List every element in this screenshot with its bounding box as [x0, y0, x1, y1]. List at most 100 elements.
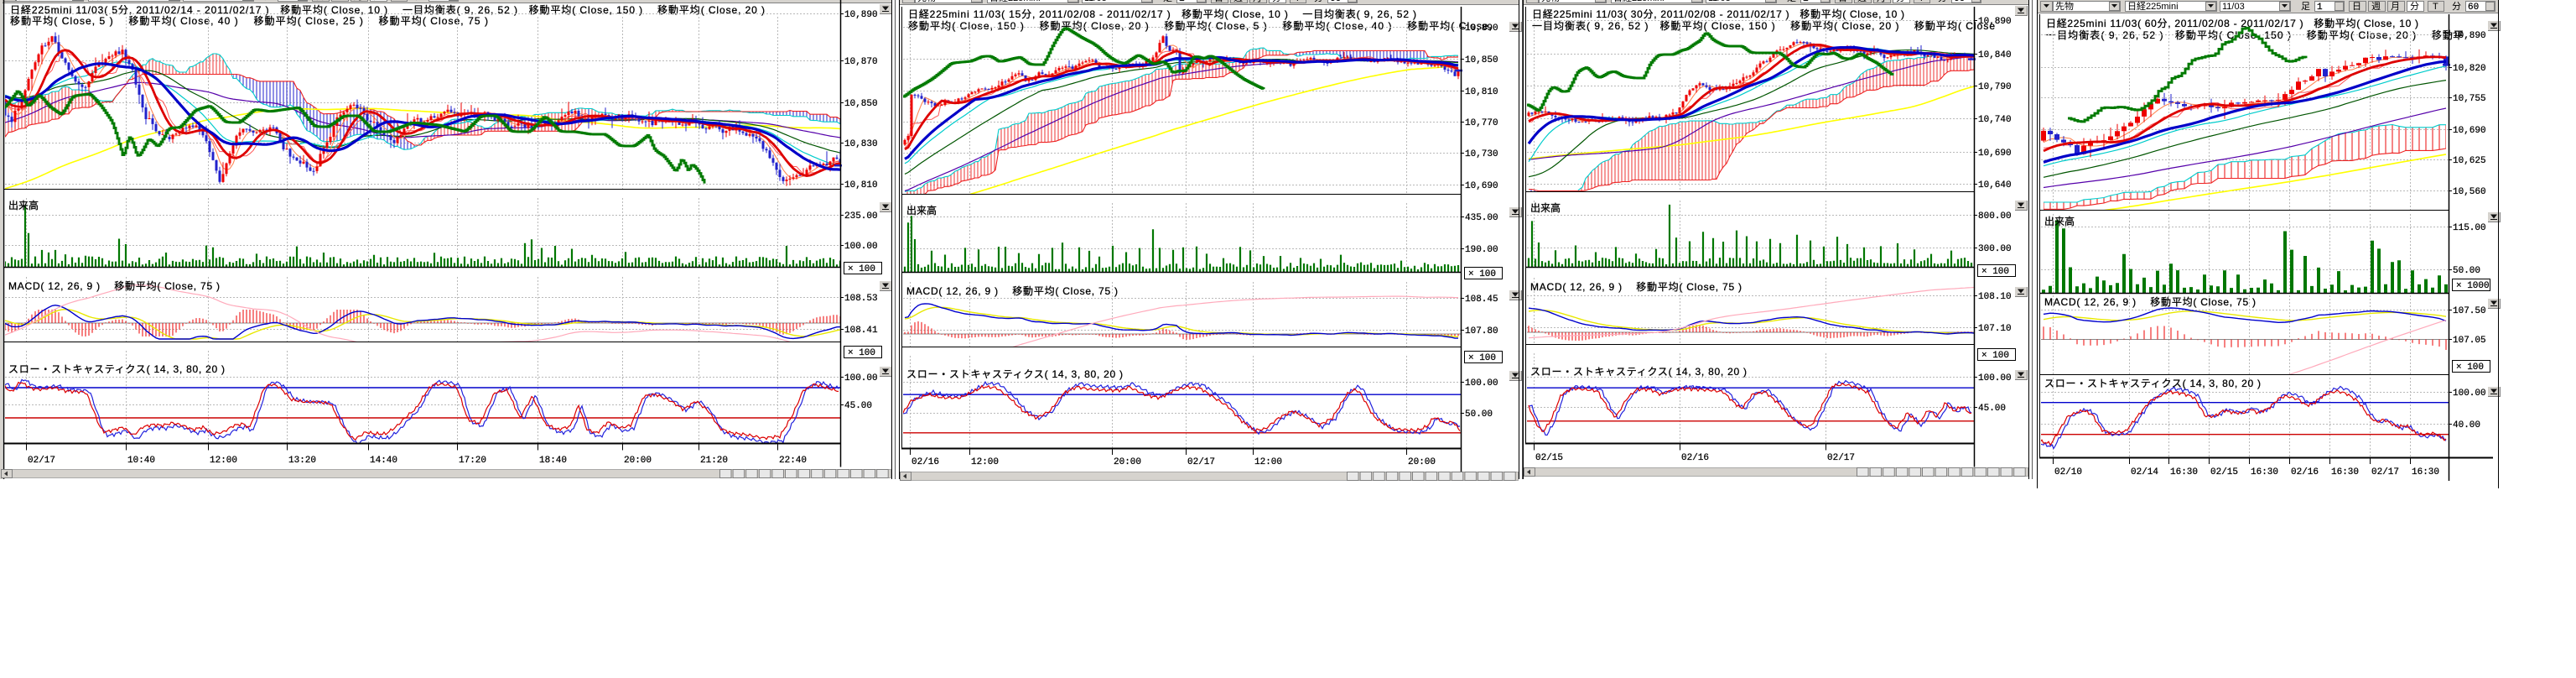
svg-text:× 100: × 100	[1468, 353, 1496, 363]
svg-text:02/17: 02/17	[2371, 467, 2399, 477]
svg-text:10,755: 10,755	[2453, 94, 2486, 104]
svg-text:190.00: 190.00	[1465, 245, 1498, 255]
svg-text:107.05: 107.05	[2453, 336, 2486, 346]
svg-text:40.00: 40.00	[2453, 420, 2480, 430]
svg-text:11/03: 11/03	[1084, 0, 1107, 3]
svg-text:107.10: 107.10	[1978, 324, 2012, 334]
svg-text:日経225mini: 日経225mini	[91, 0, 142, 2]
svg-text:出来高: 出来高	[2044, 215, 2075, 227]
svg-text:16:30: 16:30	[2331, 467, 2359, 477]
svg-text:100.00: 100.00	[1465, 378, 1498, 389]
svg-text:45.00: 45.00	[1978, 404, 2006, 414]
svg-text:60: 60	[1330, 0, 1341, 4]
svg-text:14:40: 14:40	[370, 456, 397, 466]
svg-text:× 100: × 100	[848, 264, 875, 274]
svg-text:分: 分	[1314, 0, 1323, 3]
svg-text:先物: 先物	[18, 0, 37, 2]
svg-text:× 100: × 100	[1468, 269, 1496, 279]
svg-text:T: T	[1295, 0, 1301, 3]
svg-text:100.00: 100.00	[2453, 389, 2486, 399]
svg-text:10,850: 10,850	[844, 99, 878, 109]
svg-text:日: 日	[1214, 0, 1223, 3]
svg-text:107.80: 107.80	[1465, 326, 1498, 336]
svg-text:12:00: 12:00	[1254, 457, 1282, 467]
svg-text:先物: 先物	[1541, 0, 1560, 3]
svg-text:MACD( 12, 26, 9 ) 移動平均( Clo: MACD( 12, 26, 9 ) 移動平均( Close, 75 )	[8, 280, 220, 292]
svg-text:10,690: 10,690	[1978, 149, 2012, 159]
svg-text:108.45: 108.45	[1465, 295, 1498, 305]
svg-text:分: 分	[1272, 0, 1281, 3]
svg-text:10,740: 10,740	[1978, 115, 2012, 125]
svg-text:10,770: 10,770	[1465, 118, 1498, 128]
svg-text:一目均衡表( 9, 26, 52 ) 移動平均( Clo: 一目均衡表( 9, 26, 52 ) 移動平均( Close, 150 ) 移動…	[1532, 20, 1995, 32]
svg-text:100.00: 100.00	[844, 373, 878, 383]
svg-text:13:20: 13:20	[288, 456, 316, 466]
svg-text:10,810: 10,810	[1465, 87, 1498, 97]
svg-text:× 100: × 100	[1981, 351, 2009, 361]
svg-text:スロー・ストキャスティクス( 14, 3, 80, 20 ): スロー・ストキャスティクス( 14, 3, 80, 20 )	[1530, 366, 1747, 378]
svg-text:出来高: 出来高	[8, 199, 39, 211]
svg-text:100.00: 100.00	[1978, 373, 2012, 383]
svg-text:足: 足	[1163, 0, 1172, 3]
svg-text:週: 週	[1857, 0, 1867, 3]
svg-text:02/16: 02/16	[2291, 467, 2319, 477]
svg-text:11/03: 11/03	[1708, 0, 1731, 3]
svg-text:45.00: 45.00	[844, 401, 872, 411]
svg-text:10,810: 10,810	[844, 180, 878, 190]
svg-text:100.00: 100.00	[844, 242, 878, 252]
svg-text:分: 分	[2452, 1, 2461, 12]
svg-text:22:40: 22:40	[779, 456, 807, 466]
svg-text:60: 60	[1954, 0, 1965, 4]
svg-text:10,830: 10,830	[844, 139, 878, 149]
svg-text:235.00: 235.00	[844, 211, 878, 222]
svg-text:435.00: 435.00	[1465, 213, 1498, 223]
svg-text:T: T	[1919, 0, 1924, 3]
svg-text:108.10: 108.10	[1978, 292, 2012, 302]
svg-text:スロー・ストキャスティクス( 14, 3, 80, 20 ): スロー・ストキャスティクス( 14, 3, 80, 20 )	[8, 363, 225, 375]
svg-text:20:00: 20:00	[1408, 457, 1436, 467]
svg-text:108.53: 108.53	[844, 294, 878, 304]
svg-text:週: 週	[335, 0, 344, 2]
svg-text:日経225mini 11/03( 5分, 2011/02/1: 日経225mini 11/03( 5分, 2011/02/14 - 2011/0…	[10, 4, 765, 16]
svg-text:11/03: 11/03	[2222, 2, 2245, 12]
svg-text:300.00: 300.00	[1978, 244, 2012, 254]
svg-text:10,640: 10,640	[1978, 180, 2012, 190]
svg-text:MACD( 12, 26, 9 ) 移動平均( Clo: MACD( 12, 26, 9 ) 移動平均( Close, 75 )	[1530, 281, 1742, 293]
svg-text:日経225mini: 日経225mini	[989, 0, 1041, 3]
svg-text:10,820: 10,820	[2453, 64, 2486, 74]
svg-text:× 100: × 100	[1981, 267, 2009, 277]
svg-text:10,840: 10,840	[1978, 50, 2012, 60]
svg-text:21:20: 21:20	[700, 456, 728, 466]
svg-text:10,625: 10,625	[2453, 156, 2486, 166]
svg-text:50.00: 50.00	[1465, 409, 1493, 420]
svg-text:60: 60	[2468, 3, 2479, 13]
svg-text:16:30: 16:30	[2412, 467, 2439, 477]
svg-text:分: 分	[373, 0, 382, 2]
svg-text:出来高: 出来高	[1530, 201, 1561, 214]
svg-text:02/16: 02/16	[911, 457, 939, 467]
svg-text:スロー・ストキャスティクス( 14, 3, 80, 20 ): スロー・ストキャスティクス( 14, 3, 80, 20 )	[906, 368, 1123, 380]
svg-text:10,690: 10,690	[1465, 181, 1498, 191]
svg-text:月: 月	[2391, 2, 2400, 12]
svg-text:週: 週	[1233, 0, 1243, 3]
svg-text:02/15: 02/15	[2210, 467, 2238, 477]
svg-text:10,890: 10,890	[1465, 23, 1498, 34]
svg-text:先物: 先物	[917, 0, 936, 3]
svg-text:分: 分	[415, 0, 424, 2]
svg-text:MACD( 12, 26, 9 ) 移動平均( Clo: MACD( 12, 26, 9 ) 移動平均( Close, 75 )	[906, 285, 1118, 297]
svg-text:日経225mini: 日経225mini	[2127, 1, 2179, 12]
svg-text:108.41: 108.41	[844, 326, 878, 336]
svg-text:1: 1	[280, 0, 286, 3]
svg-text:月: 月	[1877, 0, 1886, 3]
svg-text:分: 分	[2410, 1, 2419, 12]
svg-text:移動平均( Close, 150 ) 移動平均( Cl: 移動平均( Close, 150 ) 移動平均( Close, 20 ) 移動平…	[908, 20, 1492, 32]
svg-text:10,870: 10,870	[844, 57, 878, 67]
svg-text:1: 1	[2317, 3, 2323, 13]
svg-text:02/17: 02/17	[1187, 457, 1215, 467]
svg-text:T: T	[2433, 2, 2438, 12]
svg-text:日経225mini 11/03( 60分, 2011/02/: 日経225mini 11/03( 60分, 2011/02/08 - 2011/…	[2046, 18, 2418, 29]
svg-text:107.50: 107.50	[2453, 306, 2486, 316]
svg-text:11/03: 11/03	[185, 0, 208, 2]
svg-text:02/17: 02/17	[1827, 453, 1855, 463]
svg-text:月: 月	[354, 0, 363, 2]
